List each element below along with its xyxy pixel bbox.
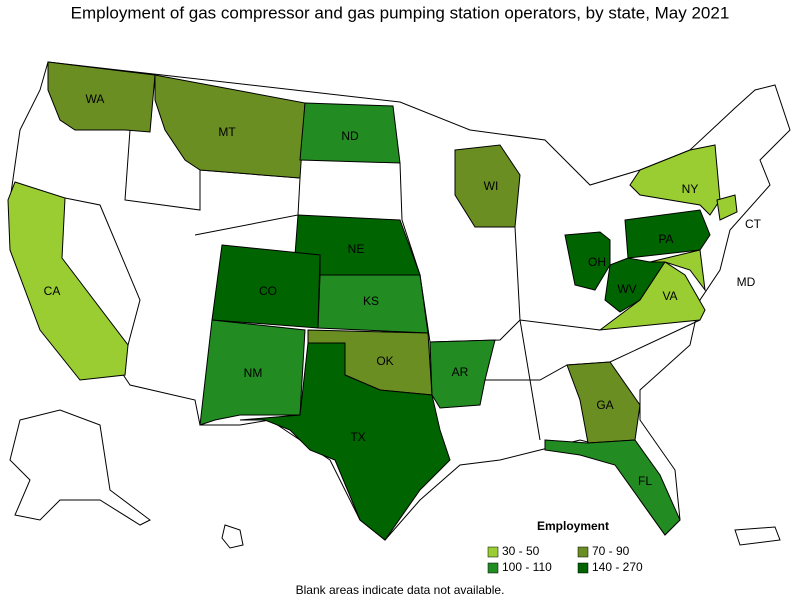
state-label: OK [376, 354, 393, 368]
states: WA MT ND CA NY CT WI NE CO KS OK NM TX AR GA FL OH PA WV VA… [7, 61, 762, 541]
title: Employment of gas compressor and gas pum… [71, 3, 730, 22]
state [544, 439, 681, 536]
state-label: MD [737, 275, 756, 289]
state-borders [64, 197, 141, 346]
legend-label: 70 - 90 [592, 544, 630, 558]
state [299, 102, 401, 164]
state-label: NE [348, 242, 365, 256]
state-label: GA [596, 398, 613, 412]
state-label: PA [658, 232, 673, 246]
state-label: CT [745, 217, 762, 231]
state [716, 194, 738, 221]
state [7, 181, 129, 381]
state-label: FL [638, 474, 652, 488]
state-label: WI [484, 179, 499, 193]
puerto-rico [734, 526, 781, 546]
state-label: AR [452, 365, 469, 379]
state [629, 144, 721, 216]
legend-label: 140 - 270 [592, 560, 643, 574]
state-label: MT [218, 125, 236, 139]
state-label: KS [363, 294, 379, 308]
legend-label: 100 - 110 [502, 560, 552, 574]
alaska [9, 409, 151, 526]
legend: 30 - 50 70 - 90 100 - 110 140 - 270 [487, 544, 643, 574]
legend-title: Employment [537, 519, 609, 533]
legend-label: 30 - 50 [502, 544, 540, 558]
state-label: ND [341, 129, 359, 143]
state [624, 209, 711, 259]
legend-swatch [487, 546, 499, 558]
state [47, 61, 156, 133]
state-label: VA [662, 289, 677, 303]
state-label: CA [44, 284, 61, 298]
state-label: TX [350, 430, 365, 444]
state-borders [514, 226, 541, 441]
state-label: NY [682, 182, 699, 196]
state-label: NM [244, 366, 263, 380]
legend-swatch [487, 562, 499, 574]
state-label: CO [259, 284, 277, 298]
footnote: Blank areas indicate data not available. [296, 583, 505, 597]
state [199, 319, 306, 426]
hawaii [221, 524, 244, 549]
state [649, 249, 706, 292]
state [454, 144, 521, 228]
state-label: WA [86, 92, 105, 106]
state-label: OH [588, 255, 606, 269]
legend-swatch [577, 546, 589, 558]
legend-swatch [577, 562, 589, 574]
state [239, 342, 451, 541]
state [598, 261, 706, 331]
state-label: WV [617, 282, 636, 296]
state [429, 339, 496, 409]
